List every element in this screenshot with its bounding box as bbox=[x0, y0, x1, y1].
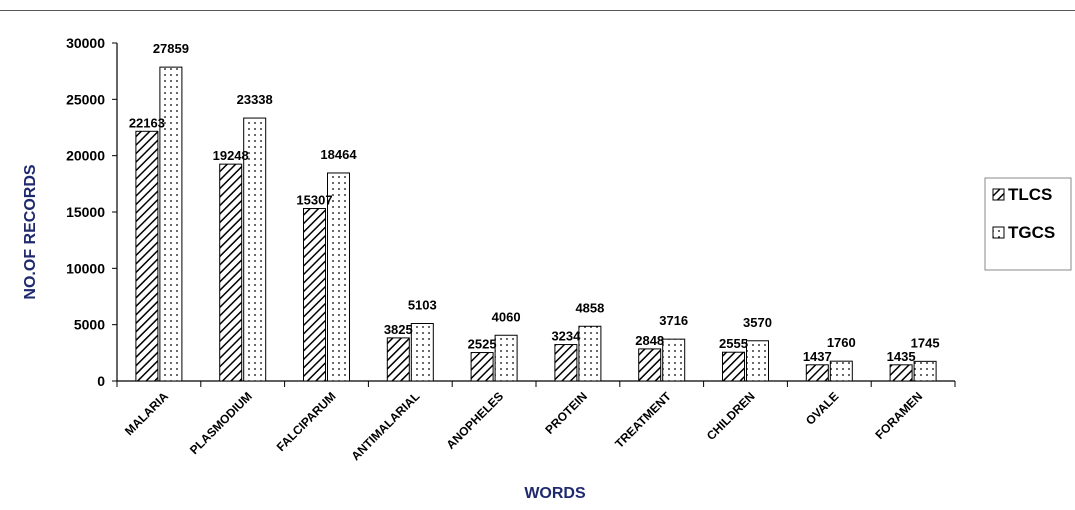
bar-tgcs-protein bbox=[578, 325, 602, 382]
data-label-tgcs-malaria: 27859 bbox=[153, 41, 189, 56]
bar-tgcs-ovale bbox=[829, 360, 853, 382]
bar-tgcs-foramen bbox=[913, 360, 937, 382]
bar-tlcs-protein bbox=[554, 344, 578, 382]
y-tick-label: 20000 bbox=[66, 148, 105, 164]
data-label-tgcs-anopheles: 4060 bbox=[492, 309, 521, 324]
top-rule bbox=[0, 10, 1075, 11]
bar-tlcs-antimalarial bbox=[386, 337, 410, 382]
data-label-tlcs-children: 2555 bbox=[719, 336, 748, 351]
legend-swatch-tgcs bbox=[992, 226, 1005, 239]
x-category-label-falciparum: FALCIPARUM bbox=[274, 389, 339, 454]
bar-tlcs-treatment bbox=[638, 348, 662, 382]
data-label-tgcs-foramen: 1745 bbox=[911, 335, 940, 350]
x-axis: MALARIA PLASMODIUM FALCIPARUM ANTIMALARIAL A… bbox=[116, 380, 956, 463]
data-label-tlcs-anopheles: 2525 bbox=[468, 337, 497, 352]
bar-tgcs-antimalarial bbox=[410, 323, 434, 382]
y-tick-label: 15000 bbox=[66, 204, 105, 220]
bar-tgcs-children bbox=[746, 340, 769, 382]
bar-tgcs-anopheles bbox=[494, 334, 518, 382]
data-label-tlcs-ovale: 1437 bbox=[803, 349, 832, 364]
legend: TLCS TGCS bbox=[984, 177, 1072, 271]
x-category-label-antimalarial: ANTIMALARIAL bbox=[348, 389, 422, 463]
bar-tgcs-treatment bbox=[662, 338, 686, 382]
x-axis-title: WORDS bbox=[524, 485, 586, 502]
bar-tlcs-plasmodium bbox=[219, 163, 243, 382]
bar-tlcs-ovale bbox=[805, 364, 829, 382]
x-category-label-malaria: MALARIA bbox=[122, 389, 171, 438]
data-label-tgcs-plasmodium: 23338 bbox=[237, 92, 273, 107]
bar-tgcs-plasmodium bbox=[243, 117, 267, 382]
bar-tlcs-falciparum bbox=[303, 208, 326, 382]
data-label-tlcs-falciparum: 15307 bbox=[296, 193, 332, 208]
data-label-tlcs-foramen: 1435 bbox=[887, 349, 916, 364]
y-axis-title: NO.OF RECORDS bbox=[22, 164, 39, 299]
data-label-tgcs-children: 3570 bbox=[743, 315, 772, 330]
bar-tgcs-falciparum bbox=[327, 172, 350, 382]
data-label-tlcs-antimalarial: 3825 bbox=[384, 322, 413, 337]
data-label-tlcs-plasmodium: 19248 bbox=[213, 148, 249, 163]
bar-tlcs-anopheles bbox=[470, 352, 494, 382]
bar-tlcs-foramen bbox=[889, 364, 913, 382]
data-labels: 22163 27859 19248 23338 15307 18464 3825 5103 25… bbox=[129, 41, 940, 364]
x-category-label-protein: PROTEIN bbox=[542, 389, 590, 437]
x-category-label-children: CHILDREN bbox=[704, 389, 758, 443]
data-label-tlcs-treatment: 2848 bbox=[635, 333, 664, 348]
y-tick-label: 5000 bbox=[74, 317, 105, 333]
x-category-label-ovale: OVALE bbox=[803, 389, 842, 428]
data-label-tlcs-protein: 3234 bbox=[551, 329, 581, 344]
y-tick-label: 10000 bbox=[66, 260, 105, 276]
bars bbox=[135, 66, 937, 382]
data-label-tgcs-protein: 4858 bbox=[575, 300, 604, 315]
legend-label-tlcs: TLCS bbox=[1008, 185, 1052, 204]
legend-swatch-tlcs bbox=[992, 188, 1005, 201]
legend-box bbox=[984, 177, 1072, 271]
bar-tlcs-children bbox=[722, 351, 745, 382]
x-category-label-anopheles: ANOPHELES bbox=[444, 389, 507, 452]
data-label-tgcs-treatment: 3716 bbox=[659, 313, 688, 328]
data-label-tgcs-falciparum: 18464 bbox=[320, 147, 357, 162]
data-label-tlcs-malaria: 22163 bbox=[129, 115, 165, 130]
data-label-tgcs-antimalarial: 5103 bbox=[408, 298, 437, 313]
legend-label-tgcs: TGCS bbox=[1008, 223, 1055, 242]
data-label-tgcs-ovale: 1760 bbox=[827, 335, 856, 350]
y-tick-label: 25000 bbox=[66, 91, 105, 107]
bar-tlcs-malaria bbox=[135, 130, 159, 382]
y-tick-label: 30000 bbox=[66, 35, 105, 51]
y-axis: 0 5000 10000 15000 20000 25000 30000 bbox=[66, 35, 118, 389]
bar-tgcs-malaria bbox=[159, 66, 183, 382]
y-tick-label: 0 bbox=[97, 373, 105, 389]
x-category-label-plasmodium: PLASMODIUM bbox=[187, 389, 255, 457]
x-category-label-treatment: TREATMENT bbox=[612, 389, 674, 451]
x-category-label-foramen: FORAMEN bbox=[872, 389, 925, 442]
